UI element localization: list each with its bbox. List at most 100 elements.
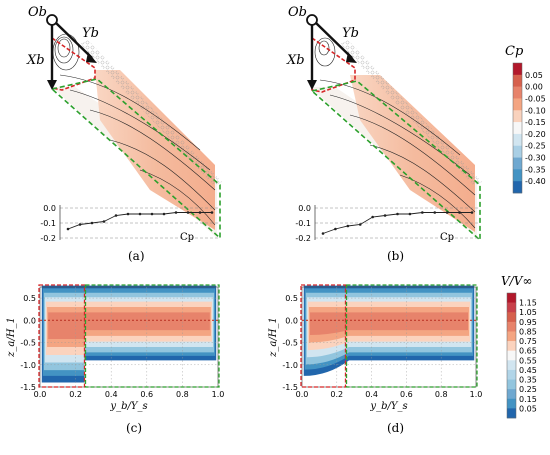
cp-point — [445, 211, 449, 214]
y-tick-label: 0.0 — [285, 316, 298, 325]
v-colorbar-swatch — [507, 389, 516, 400]
y-axis-label: z_a/H_1 — [268, 317, 279, 358]
v-colorbar-swatch — [507, 408, 516, 419]
cp-colorbar-tick: -0.40 — [525, 177, 546, 186]
cp-point — [421, 211, 424, 214]
v-colorbar-swatch — [507, 360, 516, 371]
yb-label-a: Yb — [82, 26, 99, 41]
cp-tick-label: -0.1 — [295, 219, 311, 228]
y-tick-label: 0.5 — [285, 294, 298, 303]
cp-tick-label: -0.1 — [40, 219, 56, 228]
origin-marker-a — [46, 14, 58, 26]
red-dashed-region — [38, 284, 86, 388]
v-colorbar-tick: 0.05 — [519, 404, 537, 413]
v-colorbar-tick: 0.75 — [519, 337, 537, 346]
v-colorbar-swatch — [507, 350, 516, 361]
cp-colorbar-tick: -0.05 — [525, 94, 546, 103]
cp-point — [346, 224, 350, 228]
y-tick-label: -1.5 — [282, 383, 298, 392]
xb-arrow-a — [47, 80, 57, 90]
cp-point — [371, 215, 374, 219]
panel-label-a: (a) — [128, 249, 145, 263]
velocity-band — [310, 312, 468, 335]
cp-point — [174, 211, 178, 214]
cp-colorbar-swatch — [513, 63, 522, 76]
v-colorbar-tick: 1.05 — [519, 308, 537, 317]
cp-colorbar-tick: -0.20 — [525, 130, 546, 139]
v-colorbar-tick: 0.35 — [519, 376, 537, 385]
cp-colorbar-swatch — [513, 86, 522, 99]
x-tick-label: 1.0 — [470, 390, 483, 399]
x-tick-label: 0.4 — [365, 390, 378, 399]
cp-point — [186, 211, 190, 214]
hatch-edge-b — [340, 40, 482, 186]
cp-strip-hot-b — [350, 75, 475, 232]
cp-point — [396, 212, 399, 216]
green-dashed-region-a — [50, 78, 221, 240]
ob-label-a: Ob — [28, 5, 47, 20]
x-tick-label: 0.6 — [400, 390, 413, 399]
cp-colorbar-tick: -0.30 — [525, 154, 546, 163]
v-colorbar-tick: 0.65 — [519, 347, 537, 356]
v-colorbar-tick: 0.95 — [519, 318, 537, 327]
ob-label-b: Ob — [288, 5, 307, 20]
panel-d: 0.0 0.2 0.4 0.6 0.8 1.0 0.5 0.0 -0.5 -1.0 -1.5 y_b/… — [268, 284, 483, 435]
cp-point — [138, 212, 142, 216]
cp-point — [470, 211, 474, 214]
v-colorbar: V/V∞ 1.151.050.950.850.750.650.550.450.3… — [501, 274, 537, 419]
x-tick-label: 0.8 — [176, 390, 189, 399]
cp-plot-b: 0.0 -0.1 -0.2 Cp — [295, 204, 480, 243]
x-tick-label: 0.6 — [140, 390, 153, 399]
x-tick-label: 0.4 — [105, 390, 118, 399]
yb-axis-a — [55, 22, 93, 59]
cp-annotation: Cp — [180, 232, 194, 243]
v-colorbar-tick: 0.55 — [519, 356, 537, 365]
cp-point — [78, 223, 82, 226]
cp-point — [334, 227, 337, 231]
x-axis-label: y_b/Y_s — [109, 401, 147, 412]
y-axis-label: z_a/H_1 — [6, 317, 17, 358]
cp-point — [321, 232, 325, 235]
xb-label-a: Xb — [26, 53, 45, 68]
v-colorbar-frame — [506, 292, 517, 419]
cp-point — [162, 212, 166, 216]
cp-point — [114, 214, 118, 217]
y-tick-label: -0.5 — [20, 339, 36, 348]
v-colorbar-swatch — [507, 341, 516, 351]
x-axis-label: y_b/Y_s — [369, 401, 407, 412]
cp-colorbar-tick: -0.25 — [525, 142, 546, 151]
cp-colorbar-swatch — [513, 157, 522, 170]
v-colorbar-swatch — [507, 379, 516, 390]
panel-b: Ob Yb Xb 0.0 -0.1 -0.2 Cp (b) — [286, 5, 482, 263]
xb-arrow-b — [307, 80, 317, 90]
y-tick-label: -1.5 — [20, 383, 36, 392]
v-colorbar-tick: 0.15 — [519, 395, 537, 404]
cp-colorbar-tick: 0.00 — [525, 83, 543, 92]
cp-annotation: Cp — [440, 232, 454, 243]
panel-a: Ob Yb Xb 0.0 -0.1 -0.2 Cp (a) — [26, 5, 222, 263]
streamlines-b — [314, 37, 476, 229]
cp-colorbar: Cp 0.05 0.00 -0.05 -0.10 -0.15 -0.20 -0.25 -0.3… — [505, 44, 546, 194]
cp-point — [408, 212, 412, 216]
cp-point — [150, 212, 154, 216]
v-colorbar-tick: 0.25 — [519, 385, 537, 394]
cp-tick-label: 0.0 — [298, 204, 311, 213]
yb-arrow-b — [346, 52, 357, 63]
cp-colorbar-tick: -0.15 — [525, 118, 546, 127]
y-tick-label: -1.0 — [282, 361, 298, 370]
cp-point — [102, 220, 106, 223]
y-tick-label: 0.0 — [23, 316, 36, 325]
cp-point — [458, 211, 461, 214]
v-colorbar-title: V/V∞ — [501, 274, 532, 288]
cp-colorbar-swatch — [513, 122, 522, 135]
v-colorbar-swatch — [507, 331, 516, 342]
red-dashed-region-b — [311, 36, 356, 93]
cp-tick-label: -0.2 — [40, 234, 56, 243]
cp-strip-hot-a — [95, 70, 215, 230]
cp-point — [433, 211, 437, 214]
panel-label-b: (b) — [387, 249, 404, 263]
panel-label-d: (d) — [387, 421, 404, 435]
x-tick-label: 0.2 — [330, 390, 343, 399]
green-dashed-region — [84, 284, 220, 388]
